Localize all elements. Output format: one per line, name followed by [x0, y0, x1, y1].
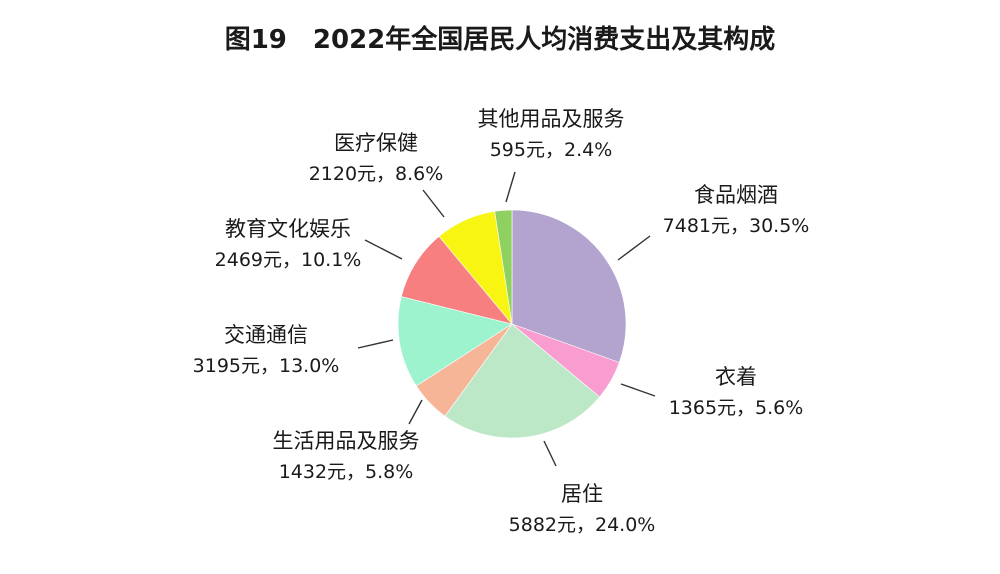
- pie-slice-5: [397, 296, 513, 387]
- slice-name-label: 生活用品及服务: [273, 429, 420, 453]
- leader-line-6: [364, 239, 403, 260]
- leader-line-3: [543, 440, 557, 467]
- leader-lines: [357, 171, 656, 467]
- slice-value-label: 2469元，10.1%: [215, 249, 362, 271]
- slice-value-label: 3195元，13.0%: [193, 355, 340, 377]
- leader-line-5: [357, 339, 394, 349]
- slice-name-label: 食品烟酒: [694, 183, 778, 207]
- slice-name-label: 教育文化娱乐: [225, 217, 351, 241]
- slice-labels: 食品烟酒 7481元，30.5% 衣着 1365元，5.6% 居住 5882元，24.0%…: [193, 107, 810, 536]
- slice-value-label: 5882元，24.0%: [509, 514, 656, 536]
- pie-slices: [397, 209, 627, 439]
- pie-slice-1: [511, 209, 627, 363]
- leader-line-1: [617, 235, 651, 261]
- slice-value-label: 7481元，30.5%: [663, 215, 810, 237]
- slice-value-label: 2120元，8.6%: [309, 163, 444, 185]
- pie-slice-3: [444, 323, 601, 439]
- slice-name-label: 其他用品及服务: [478, 107, 625, 131]
- slice-value-label: 1365元，5.6%: [669, 397, 804, 419]
- pie-slice-6: [400, 236, 513, 325]
- slice-name-label: 衣着: [715, 365, 757, 389]
- chart-title: 图19 2022年全国居民人均消费支出及其构成: [225, 24, 776, 55]
- slice-value-label: 595元，2.4%: [490, 139, 613, 161]
- pie-slice-8: [494, 209, 513, 325]
- leader-line-4: [408, 399, 423, 425]
- slice-name-label: 医疗保健: [334, 131, 418, 155]
- slice-value-label: 1432元，5.8%: [279, 461, 414, 483]
- slice-name-label: 居住: [561, 482, 603, 506]
- leader-line-8: [505, 171, 516, 203]
- leader-line-7: [422, 189, 445, 218]
- slice-name-label: 交通通信: [224, 323, 308, 347]
- leader-line-2: [620, 383, 656, 397]
